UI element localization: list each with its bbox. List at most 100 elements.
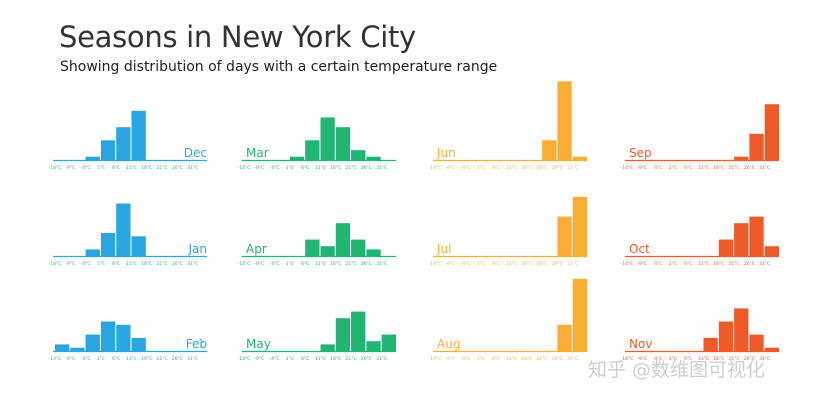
bar-sep-9 [764, 104, 779, 160]
tick-label-feb-1: -9°C [65, 356, 75, 362]
tick-label-oct-4: 6°C [684, 261, 692, 267]
tick-label-sep-2: -4°C [653, 165, 663, 171]
bar-sep-8 [749, 133, 764, 160]
tick-label-may-4: 6°C [301, 356, 309, 362]
tick-label-jan-8: 26°C [172, 261, 183, 267]
tick-label-nov-5: 11°C [698, 356, 709, 362]
bar-mar-4 [305, 140, 320, 160]
tick-label-jul-1: -9°C [445, 261, 455, 267]
tick-label-oct-6: 16°C [713, 261, 724, 267]
tick-label-dec-8: 26°C [172, 165, 183, 171]
tick-label-jul-4: 6°C [492, 261, 500, 267]
tick-label-nov-4: 6°C [684, 356, 692, 362]
tick-label-oct-0: -14°C [621, 261, 634, 267]
tick-label-apr-5: 11°C [315, 261, 326, 267]
tick-label-apr-0: -14°C [238, 261, 251, 267]
tick-label-nov-7: 21°C [729, 356, 740, 362]
month-label-jun: Jun [436, 146, 456, 160]
tick-label-nov-8: 26°C [744, 356, 755, 362]
tick-label-dec-3: 1°C [97, 165, 105, 171]
tick-label-jan-0: -14°C [49, 261, 62, 267]
tick-label-feb-7: 21°C [157, 356, 168, 362]
tick-label-aug-2: -4°C [461, 356, 471, 362]
tick-label-aug-1: -9°C [445, 356, 455, 362]
bar-may-5 [320, 344, 335, 351]
bar-apr-6 [335, 223, 351, 256]
tick-label-oct-7: 21°C [729, 261, 740, 267]
month-label-jan: Jan [188, 242, 208, 256]
bar-jan-5 [131, 236, 146, 256]
tick-label-jun-8: 26°C [552, 165, 563, 171]
tick-label-mar-3: 1°C [286, 165, 294, 171]
tick-label-jun-0: -14°C [429, 165, 442, 171]
bar-may-6 [335, 318, 351, 351]
bar-dec-5 [131, 110, 146, 160]
bar-dec-3 [100, 140, 116, 160]
tick-label-jan-3: 1°C [97, 261, 105, 267]
tick-label-jul-5: 11°C [506, 261, 517, 267]
tick-label-jun-1: -9°C [445, 165, 455, 171]
tick-label-feb-6: 16°C [141, 356, 152, 362]
month-label-mar: Mar [246, 146, 269, 160]
tick-label-mar-5: 11°C [315, 165, 326, 171]
month-label-feb: Feb [186, 337, 207, 351]
bar-feb-1 [70, 347, 85, 351]
tick-label-dec-4: 6°C [112, 165, 120, 171]
tick-label-dec-0: -14°C [49, 165, 62, 171]
panel-nov: Nov -14°C -9°C -4°C 1°C 6°C 11°C 16°C 21°C 26°C 31… [621, 308, 779, 362]
bar-oct-8 [749, 216, 764, 256]
bar-oct-7 [734, 223, 749, 256]
tick-label-jun-5: 11°C [506, 165, 517, 171]
bar-oct-9 [764, 246, 779, 256]
bar-nov-9 [764, 347, 779, 351]
bar-apr-7 [351, 239, 366, 256]
tick-label-nov-6: 16°C [713, 356, 724, 362]
bar-jun-8 [557, 81, 572, 160]
tick-label-may-8: 26°C [361, 356, 372, 362]
panel-sep: Sep -14°C -9°C -4°C 1°C 6°C 11°C 16°C 21°C 26°C 31… [621, 104, 779, 171]
bar-may-8 [366, 341, 381, 351]
tick-label-may-3: 1°C [286, 356, 294, 362]
tick-label-apr-3: 1°C [286, 261, 294, 267]
bar-apr-8 [366, 249, 381, 256]
tick-label-jan-7: 21°C [157, 261, 168, 267]
tick-label-aug-7: 21°C [537, 356, 548, 362]
bar-jan-2 [85, 249, 100, 256]
bar-may-7 [351, 311, 366, 351]
bar-mar-7 [351, 150, 366, 160]
tick-label-jun-3: 1°C [477, 165, 485, 171]
month-label-apr: Apr [246, 242, 267, 256]
chart-title: Seasons in New York City [59, 20, 416, 54]
tick-label-jan-2: -4°C [81, 261, 91, 267]
tick-label-aug-5: 11°C [506, 356, 517, 362]
tick-label-mar-0: -14°C [238, 165, 251, 171]
tick-label-nov-2: -4°C [653, 356, 663, 362]
bar-jul-9 [572, 197, 587, 256]
tick-label-sep-1: -9°C [637, 165, 647, 171]
panel-feb: Feb -14°C -9°C -4°C 1°C 6°C 11°C 16°C 21°C 26°C 31… [49, 321, 207, 362]
tick-label-nov-3: 1°C [669, 356, 677, 362]
tick-label-oct-2: -4°C [653, 261, 663, 267]
tick-label-sep-3: 1°C [669, 165, 677, 171]
bar-aug-9 [572, 278, 587, 351]
tick-label-jul-8: 26°C [552, 261, 563, 267]
panel-jun: Jun -14°C -9°C -4°C 1°C 6°C 11°C 16°C 21°C 26°C 31… [429, 81, 587, 171]
tick-label-jan-6: 16°C [141, 261, 152, 267]
tick-label-jul-7: 21°C [537, 261, 548, 267]
bar-feb-4 [116, 324, 131, 351]
tick-label-apr-1: -9°C [254, 261, 264, 267]
bar-sep-7 [734, 156, 749, 160]
tick-label-aug-0: -14°C [429, 356, 442, 362]
tick-label-feb-4: 6°C [112, 356, 120, 362]
bar-nov-5 [703, 337, 718, 351]
month-label-jul: Jul [436, 242, 451, 256]
tick-label-jul-0: -14°C [429, 261, 442, 267]
tick-label-jan-4: 6°C [112, 261, 120, 267]
tick-label-jul-2: -4°C [461, 261, 471, 267]
tick-label-jul-9: 31°C [567, 261, 578, 267]
tick-label-nov-1: -9°C [637, 356, 647, 362]
bar-jun-7 [542, 140, 557, 160]
tick-label-apr-7: 21°C [346, 261, 357, 267]
bar-jul-8 [557, 216, 572, 256]
bar-oct-6 [718, 239, 734, 256]
